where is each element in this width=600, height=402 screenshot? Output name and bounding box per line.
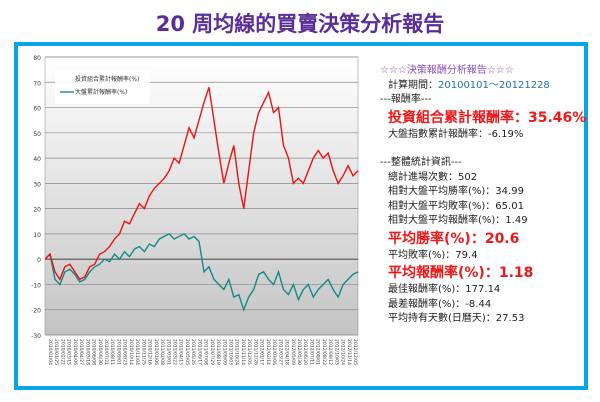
x-tick-label: 2012/12/05 [352, 339, 358, 365]
avg-loss: 平均敗率(%)：79.4 [388, 249, 478, 261]
y-tick-label: 0 [37, 257, 41, 264]
series-line [44, 233, 359, 312]
x-tick-label: 2011/07/29 [209, 339, 215, 365]
y-tick-label: -20 [31, 308, 41, 315]
x-tick-label: 2010/05/18 [84, 339, 90, 365]
rel-win: 相對大盤平均勝率(%)：34.99 [388, 186, 524, 197]
x-tick-label: 2012/05/30 [296, 339, 302, 365]
x-tick-label: 2011/11/14 [240, 339, 246, 365]
x-tick-label: 2011/12/05 [246, 339, 252, 365]
y-tick-label: 10 [33, 232, 41, 239]
x-tick-label: 2012/07/11 [308, 339, 314, 365]
legend-label: 投資組合累計報酬率(%) [75, 75, 139, 83]
worst-return: 最差報酬率(%)：-8.44 [388, 298, 492, 310]
y-tick-label: 70 [33, 80, 41, 87]
x-tick-label: 2012/04/18 [284, 339, 290, 365]
x-tick-label: 2010/06/30 [97, 339, 103, 365]
x-tick-label: 2011/09/09 [221, 339, 227, 365]
x-tick-label: 2010/06/08 [91, 339, 97, 365]
x-tick-label: 2011/10/24 [234, 339, 240, 365]
x-tick-label: 2010/11/04 [134, 339, 140, 365]
x-tick-label: 2011/12/26 [252, 339, 258, 365]
x-tick-label: 2011/06/17 [196, 339, 202, 365]
y-tick-label: -30 [31, 333, 41, 340]
report-panel: ☆☆☆決策報酬分析報告☆☆☆ 計算期間：20100101～20121228 --… [380, 64, 586, 327]
page-title: 20 周均線的買賣決策分析報告 [155, 12, 445, 36]
avg-win: 平均勝率(%)：20.6 [388, 230, 520, 247]
y-tick-label: 20 [33, 207, 41, 214]
x-tick-label: 2011/01/06 [153, 339, 159, 365]
y-tick-label: 60 [33, 106, 41, 113]
x-tick-label: 2011/08/19 [215, 339, 221, 365]
period-label: 計算期間： [388, 79, 438, 91]
x-tick-label: 2010/09/23 [122, 339, 128, 365]
x-tick-label: 2012/08/01 [315, 339, 321, 365]
x-tick-label: 2011/03/22 [171, 339, 177, 365]
x-tick-label: 2010/02/22 [59, 339, 65, 365]
rel-loss: 相對大盤平均敗率(%)：65.01 [388, 200, 524, 212]
x-tick-label: 2010/01/04 [47, 339, 53, 365]
hold-days: 平均持有天數(日曆天)：27.53 [388, 313, 525, 324]
y-tick-label: 80 [33, 55, 41, 62]
x-tick-label: 2012/06/20 [302, 339, 308, 365]
x-tick-label: 2012/08/22 [321, 339, 327, 365]
x-tick-label: 2011/07/08 [203, 339, 209, 365]
x-tick-label: 2011/05/05 [184, 339, 190, 365]
x-tick-label: 2011/02/08 [159, 339, 165, 365]
series-line [44, 87, 359, 281]
x-tick-label: 2011/03/01 [165, 339, 171, 365]
returns-section: ---報酬率--- [380, 94, 432, 105]
y-tick-label: 30 [33, 181, 41, 188]
legend-label: 大盤累計報酬率(%) [75, 88, 127, 96]
x-tick-label: 2012/10/24 [340, 339, 346, 365]
x-tick-label: 2012/03/06 [271, 339, 277, 365]
x-tick-label: 2010/12/16 [147, 339, 153, 365]
report-header: ☆☆☆決策報酬分析報告☆☆☆ [380, 65, 514, 76]
x-tick-label: 2012/10/03 [333, 339, 339, 365]
rel-return: 相對大盤平均報酬率(%)：1.49 [388, 215, 528, 226]
y-tick-label: 40 [33, 156, 41, 163]
legend-box [55, 70, 150, 104]
x-tick-label: 2010/03/15 [66, 339, 72, 365]
y-tick-label: -10 [31, 282, 41, 289]
avg-return: 平均報酬率(%)：1.18 [388, 265, 534, 281]
period: 計算期間：20100101～20121228 [380, 79, 586, 94]
period-value: 20100101～20121228 [438, 79, 550, 91]
x-tick-label: 2010/11/25 [140, 339, 146, 365]
x-tick-label: 2012/05/09 [290, 339, 296, 365]
x-tick-label: 2010/04/06 [72, 339, 78, 365]
x-tick-label: 2012/03/27 [277, 339, 283, 365]
x-tick-label: 2011/05/26 [190, 339, 196, 365]
x-tick-label: 2012/11/14 [346, 339, 352, 365]
x-tick-label: 2010/04/27 [78, 339, 84, 365]
x-tick-label: 2010/10/14 [128, 339, 134, 365]
x-tick-label: 2012/09/12 [327, 339, 333, 365]
x-tick-label: 2010/07/21 [103, 339, 109, 365]
x-tick-label: 2012/01/17 [259, 339, 265, 365]
x-tick-label: 2012/02/14 [265, 339, 271, 365]
index-return: 大盤指數累計報酬率：-6.19% [388, 128, 524, 140]
x-tick-label: 2010/08/11 [109, 339, 115, 365]
x-tick-label: 2011/10/03 [228, 339, 234, 365]
portfolio-return: 投資組合累計報酬率：35.46% [388, 109, 587, 126]
best-return: 最佳報酬率(%)：177.14 [388, 284, 501, 295]
x-tick-label: 2010/09/01 [115, 339, 121, 365]
trades: 總計進場次數：502 [388, 171, 478, 183]
y-tick-label: 50 [33, 131, 41, 138]
x-tick-label: 2011/04/13 [178, 339, 184, 365]
stats-section: ---整體統計資訊--- [380, 157, 462, 168]
x-tick-label: 2010/01/25 [53, 339, 59, 365]
